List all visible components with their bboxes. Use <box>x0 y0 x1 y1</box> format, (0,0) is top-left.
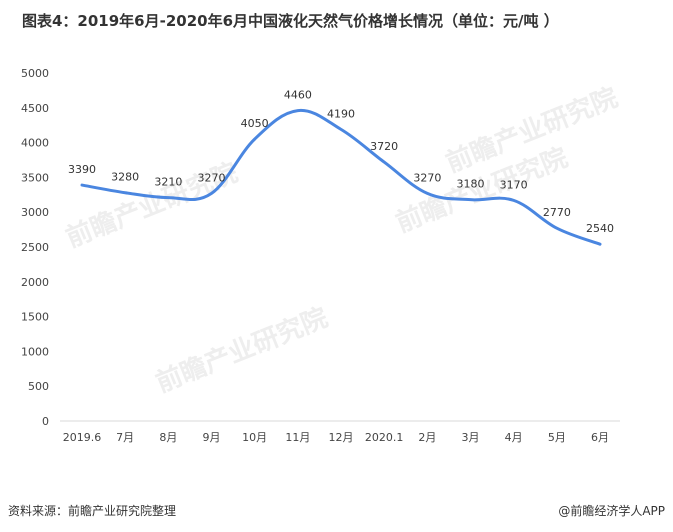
x-tick-label: 2019.6 <box>63 431 102 444</box>
x-tick-label: 11月 <box>285 431 310 444</box>
y-tick-label: 4000 <box>21 137 49 150</box>
y-tick-label: 0 <box>42 415 49 428</box>
chart-title: 图表4：2019年6月-2020年6月中国液化天然气价格增长情况（单位：元/吨 … <box>22 12 559 30</box>
x-tick-label: 6月 <box>591 431 609 444</box>
x-tick-label: 5月 <box>548 431 566 444</box>
x-tick-label: 9月 <box>203 431 221 444</box>
y-tick-label: 1500 <box>21 311 49 324</box>
x-tick-label: 12月 <box>329 431 354 444</box>
line-chart: 0 500 1000 1500 2000 2500 3000 3500 4000 4500 5000… <box>21 67 620 444</box>
y-tick-label: 5000 <box>21 67 49 80</box>
data-label: 4190 <box>327 107 355 120</box>
brand-note: @前瞻经济学人APP <box>558 504 665 518</box>
data-label: 3720 <box>370 140 398 153</box>
data-label: 3270 <box>413 171 441 184</box>
data-label: 2770 <box>543 206 571 219</box>
x-tick-label: 8月 <box>159 431 177 444</box>
data-label: 3280 <box>111 171 139 184</box>
data-label: 3210 <box>154 176 182 189</box>
y-tick-label: 2500 <box>21 241 49 254</box>
y-tick-label: 4500 <box>21 102 49 115</box>
data-label: 3170 <box>500 178 528 191</box>
y-tick-label: 2000 <box>21 276 49 289</box>
x-tick-label: 3月 <box>462 431 480 444</box>
x-tick-label: 2月 <box>418 431 436 444</box>
y-tick-label: 500 <box>28 380 49 393</box>
y-tick-label: 3500 <box>21 171 49 184</box>
x-tick-label: 10月 <box>242 431 267 444</box>
x-tick-label: 2020.1 <box>365 431 404 444</box>
y-tick-label: 1000 <box>21 345 49 358</box>
x-tick-label: 7月 <box>116 431 134 444</box>
data-label: 3270 <box>198 171 226 184</box>
data-label: 2540 <box>586 222 614 235</box>
data-label: 4460 <box>284 89 312 102</box>
source-note: 资料来源：前瞻产业研究院整理 <box>8 504 177 518</box>
series-line <box>80 109 602 246</box>
data-label: 4050 <box>241 117 269 130</box>
y-tick-label: 3000 <box>21 206 49 219</box>
data-label: 3180 <box>457 178 485 191</box>
x-tick-label: 4月 <box>505 431 523 444</box>
data-label: 3390 <box>68 163 96 176</box>
